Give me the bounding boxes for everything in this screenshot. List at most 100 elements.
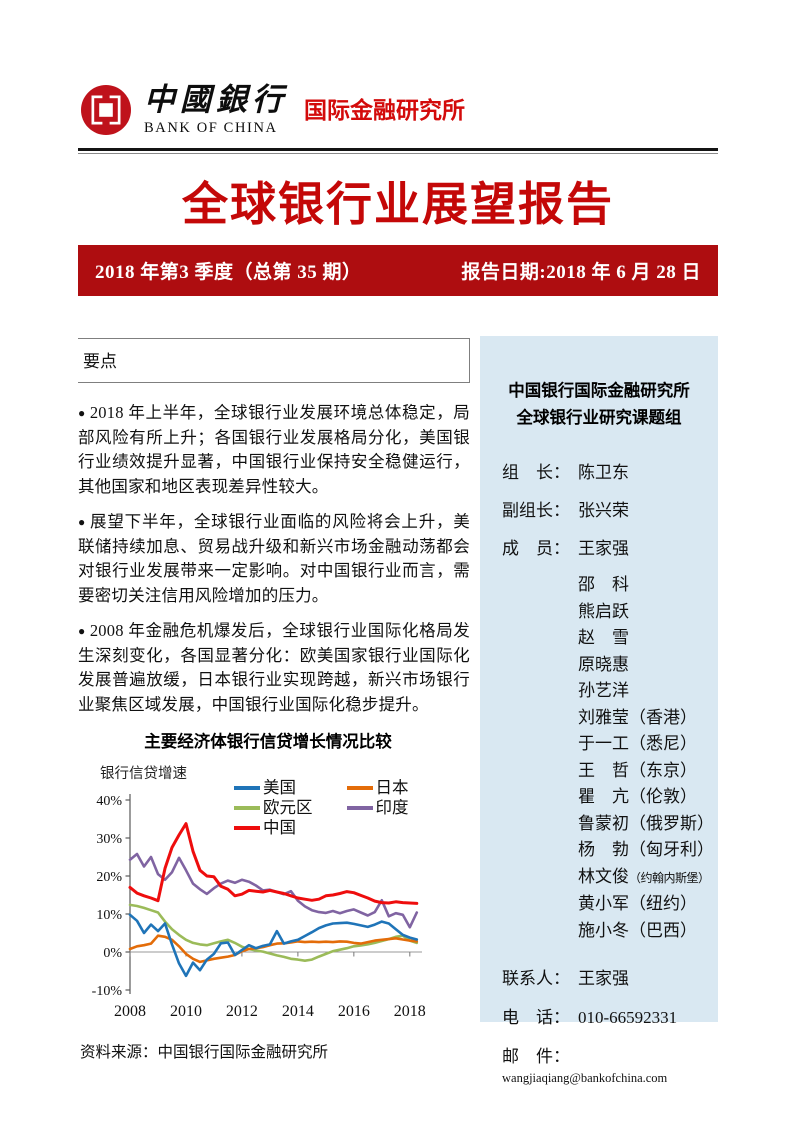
legend-swatch	[346, 786, 373, 790]
legend-swatch	[346, 806, 373, 810]
member-row: 原晓惠	[578, 652, 718, 679]
institute-name: 国际金融研究所	[304, 97, 465, 123]
member-location: （香港）	[629, 707, 697, 727]
issue-banner: 2018 年第3 季度（总第 35 期） 报告日期:2018 年 6 月 28 …	[78, 245, 718, 296]
panel-heading-line1: 中国银行国际金融研究所	[508, 382, 690, 400]
legend-item: 日本	[346, 778, 409, 798]
legend-column: 美国 欧元区 中国	[234, 778, 313, 838]
logo-text-block: 中國銀行 BANK OF CHINA	[144, 82, 288, 137]
bullet-icon: ●	[78, 624, 86, 638]
contact-label: 邮 件：	[502, 1047, 570, 1066]
member-name: 邵 科	[578, 575, 629, 594]
role-list: 组 长： 陈卫东 副组长： 张兴荣成 员： 王家强	[502, 458, 718, 559]
member-row: 林文俊（约翰内斯堡）	[578, 864, 718, 892]
member-row: 于一工（悉尼）	[578, 731, 718, 758]
member-name: 施小冬	[578, 920, 629, 940]
report-header: 中國銀行 BANK OF CHINA 国际金融研究所	[78, 82, 718, 142]
member-row: 黄小军（纽约）	[578, 891, 718, 918]
bullet-icon: ●	[78, 406, 86, 420]
member-row: 王 哲（东京）	[578, 758, 718, 785]
member-row: 赵 雪	[578, 625, 718, 652]
credit-growth-chart: 银行信贷增速 40% 30% 20% 10% 0% -10% 2008 2010 2012 2014…	[88, 758, 438, 1026]
role-row: 副组长： 张兴荣	[502, 496, 718, 521]
member-location: （悉尼）	[629, 734, 697, 753]
role-row: 成 员： 王家强	[502, 534, 718, 559]
contact-list: 联系人： 王家强电 话： 010-66592331 邮 件： wangjiaqiang@…	[502, 964, 718, 1087]
keypoints-header: 要点	[78, 338, 470, 383]
panel-heading-line2: 全球银行业研究课题组	[516, 409, 682, 427]
y-tick-label: 20%	[96, 870, 122, 885]
member-name: 林文俊	[578, 866, 629, 886]
member-name: 黄小军	[578, 894, 629, 913]
member-row: 瞿 亢（伦敦）	[578, 784, 718, 811]
member-name: 杨 勃	[578, 840, 629, 859]
member-row: 刘雅莹（香港）	[578, 705, 718, 732]
contact-value: 010-66592331	[578, 1008, 678, 1027]
role-label: 成 员：	[502, 539, 570, 558]
contact-row: 联系人： 王家强	[502, 964, 718, 989]
bank-of-china-logo-icon	[81, 85, 131, 135]
keypoint-item: ● 2018 年上半年，全球银行业发展环境总体稳定，局部风险有所上升；各国银行业发…	[78, 401, 470, 499]
member-name: 鲁蒙初	[578, 813, 629, 833]
chart-title: 主要经济体银行信贷增长情况比较	[144, 733, 392, 751]
logo-en-text: BANK OF CHINA	[144, 120, 278, 136]
keypoint-text: 展望下半年，全球银行业面临的风险将会上升，美联储持续加息、贸易战升级和新兴市场金…	[78, 512, 470, 605]
chart-legend: 美国 欧元区 中国 日本 印度	[234, 778, 409, 838]
legend-label: 中国	[263, 818, 296, 837]
legend-swatch	[234, 806, 260, 810]
contact-value: wangjiaqiang@bankofchina.com	[502, 1071, 668, 1085]
legend-label: 欧元区	[263, 798, 313, 817]
report-title: 全球银行业展望报告	[182, 178, 614, 230]
contact-value: 王家强	[578, 969, 629, 988]
role-row: 组 长： 陈卫东	[502, 458, 718, 483]
legend-label: 日本	[375, 778, 409, 797]
legend-column: 日本 印度	[346, 778, 409, 838]
bullet-icon: ●	[78, 515, 87, 529]
keypoints-section: 要点 ● 2018 年上半年，全球银行业发展环境总体稳定，局部风险有所上升；各国银…	[78, 338, 470, 1062]
member-name: 孙艺洋	[578, 681, 629, 700]
member-location: （俄罗斯）	[629, 813, 714, 833]
legend-label: 印度	[375, 798, 409, 817]
y-tick-label: 40%	[96, 794, 122, 809]
member-row: 邵 科	[578, 572, 718, 599]
member-location: （匈牙利）	[629, 840, 714, 859]
research-team-panel: 中国银行国际金融研究所 全球银行业研究课题组 组 长： 陈卫东 副组长： 张兴荣成 员…	[480, 336, 718, 1085]
member-row: 孙艺洋	[578, 678, 718, 705]
member-location: （东京）	[629, 760, 697, 780]
x-tick-label: 2012	[226, 1003, 258, 1020]
member-name: 于一工	[578, 734, 629, 753]
credit-growth-chart-canvas: 银行信贷增速 40% 30% 20% 10% 0% -10% 2008 2010 2012 2014…	[92, 765, 426, 1020]
contact-row: 电 话： 010-66592331	[502, 1003, 718, 1028]
member-name: 赵 雪	[578, 628, 629, 647]
logo-cn-text: 中國銀行	[144, 82, 288, 117]
issue-label: 2018 年第3 季度（总第 35 期）	[95, 262, 362, 283]
legend-item: 美国	[234, 778, 313, 798]
x-tick-label: 2018	[394, 1003, 426, 1020]
member-name: 原晓惠	[578, 654, 629, 674]
member-row: 施小冬（巴西）	[578, 918, 718, 945]
header-rule	[78, 148, 718, 154]
role-name: 陈卫东	[578, 463, 629, 482]
keypoint-item: ● 展望下半年，全球银行业面临的风险将会上升，美联储持续加息、贸易战升级和新兴市场…	[78, 510, 470, 608]
y-tick-label: 10%	[96, 908, 122, 923]
series-line-1	[128, 903, 419, 962]
y-axis-label: 银行信贷增速	[100, 765, 187, 782]
y-tick-label: 30%	[96, 832, 122, 847]
member-location: （巴西）	[629, 920, 697, 940]
member-row: 鲁蒙初（俄罗斯）	[578, 811, 718, 838]
member-name: 刘雅莹	[578, 707, 629, 727]
x-tick-label: 2014	[282, 1003, 314, 1020]
contact-row: 邮 件： wangjiaqiang@bankofchina.com	[502, 1042, 718, 1087]
legend-item: 中国	[234, 818, 313, 838]
contact-label: 电 话：	[502, 1008, 570, 1027]
member-location: （约翰内斯堡）	[629, 870, 710, 885]
member-location: （伦敦）	[629, 787, 697, 806]
contact-label: 联系人：	[502, 969, 570, 988]
role-label: 副组长：	[502, 501, 570, 520]
series-line-3	[128, 934, 419, 964]
y-tick-label: 0%	[103, 946, 122, 961]
legend-swatch	[234, 826, 260, 830]
panel-heading: 中国银行国际金融研究所 全球银行业研究课题组	[480, 378, 718, 432]
member-row: 熊启跃	[578, 599, 718, 626]
member-name: 王 哲	[578, 760, 629, 780]
